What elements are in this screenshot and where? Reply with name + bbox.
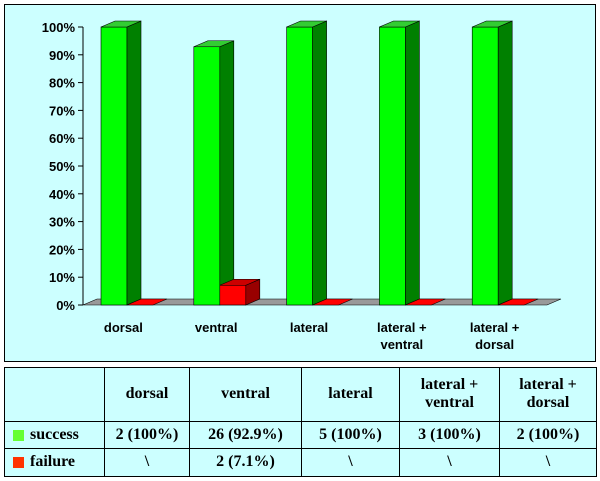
x-category-label: lateral + — [377, 320, 427, 335]
y-tick-label: 50% — [49, 159, 75, 174]
table-cell: 26 (92.9%) — [189, 420, 302, 450]
bar-side-success — [312, 20, 327, 306]
bar-top-success — [100, 20, 142, 28]
y-tick-label: 90% — [49, 48, 75, 63]
table-cell: \ — [104, 448, 190, 477]
table-row: success 2 (100%) 26 (92.9%) 5 (100%) 3 (… — [4, 420, 597, 450]
table-cell: 2 (100%) — [104, 420, 190, 450]
y-tick-label: 70% — [49, 103, 75, 118]
success-legend-swatch — [13, 429, 24, 441]
y-tick-label: 60% — [49, 131, 75, 146]
bar-success — [471, 26, 499, 306]
bar-success — [193, 46, 221, 306]
bar-success — [286, 26, 313, 306]
bar-top-success — [193, 40, 234, 48]
bar-success — [379, 26, 406, 306]
chart-area: 0% 10% 20% 30% 40% 50% 60% 70% 80% 90% 100% dorsal v… — [4, 4, 596, 362]
table-header-cell: lateral + dorsal — [499, 367, 597, 422]
y-tick-label: 40% — [49, 187, 75, 202]
row-label-failure: failure — [4, 448, 105, 477]
bar-failure — [126, 298, 168, 306]
y-tick-label: 100% — [42, 20, 76, 35]
table-cell: \ — [499, 448, 597, 477]
table-cell: \ — [399, 448, 500, 477]
row-label-success: success — [4, 420, 105, 450]
legend-label: failure — [30, 453, 76, 471]
table-row: failure \ 2 (7.1%) \ \ \ — [4, 448, 597, 477]
bar-chart: 0% 10% 20% 30% 40% 50% 60% 70% 80% 90% 100% dorsal v… — [42, 20, 562, 352]
bar-top-success — [379, 20, 420, 28]
table-corner-cell — [4, 367, 105, 422]
legend-label: success — [30, 425, 79, 443]
y-tick-label: 80% — [49, 76, 75, 91]
table-header-cell: ventral — [189, 367, 302, 422]
table-header-cell: lateral — [301, 367, 400, 422]
x-category-label: lateral + — [470, 320, 520, 335]
x-category-label: ventral — [195, 320, 238, 335]
bar-failure — [312, 298, 353, 306]
bar-failure — [405, 298, 446, 306]
bar-side-success — [497, 20, 513, 306]
table-cell: \ — [301, 448, 400, 477]
bar-side-success — [405, 20, 420, 306]
y-tick-label: 20% — [49, 242, 75, 257]
bar-top-success — [286, 20, 327, 28]
x-category-label: ventral — [380, 337, 423, 352]
x-category-label: dorsal — [475, 337, 514, 352]
table-cell: 3 (100%) — [399, 420, 500, 450]
bar-failure — [498, 298, 539, 306]
data-table: dorsal ventral lateral lateral + ventral… — [4, 367, 597, 477]
y-tick-label: 30% — [49, 215, 75, 230]
bar-top-success — [472, 20, 513, 28]
failure-legend-swatch — [13, 457, 24, 469]
bar-success — [100, 26, 128, 306]
x-category-label: lateral — [290, 320, 328, 335]
bar-top-failure — [219, 278, 260, 286]
y-tick-label: 10% — [49, 270, 75, 285]
table-header-cell: lateral + ventral — [399, 367, 500, 422]
bar-side-success — [219, 40, 235, 306]
x-category-label: dorsal — [104, 320, 143, 335]
table-cell: 2 (100%) — [499, 420, 597, 450]
bar-failure — [219, 284, 247, 306]
table-header-row: dorsal ventral lateral lateral + ventral… — [4, 367, 597, 422]
y-tick-label: 0% — [56, 298, 75, 313]
table-header-cell: dorsal — [104, 367, 190, 422]
bar-side-success — [126, 20, 142, 306]
table-cell: 2 (7.1%) — [189, 448, 302, 477]
table-cell: 5 (100%) — [301, 420, 400, 450]
